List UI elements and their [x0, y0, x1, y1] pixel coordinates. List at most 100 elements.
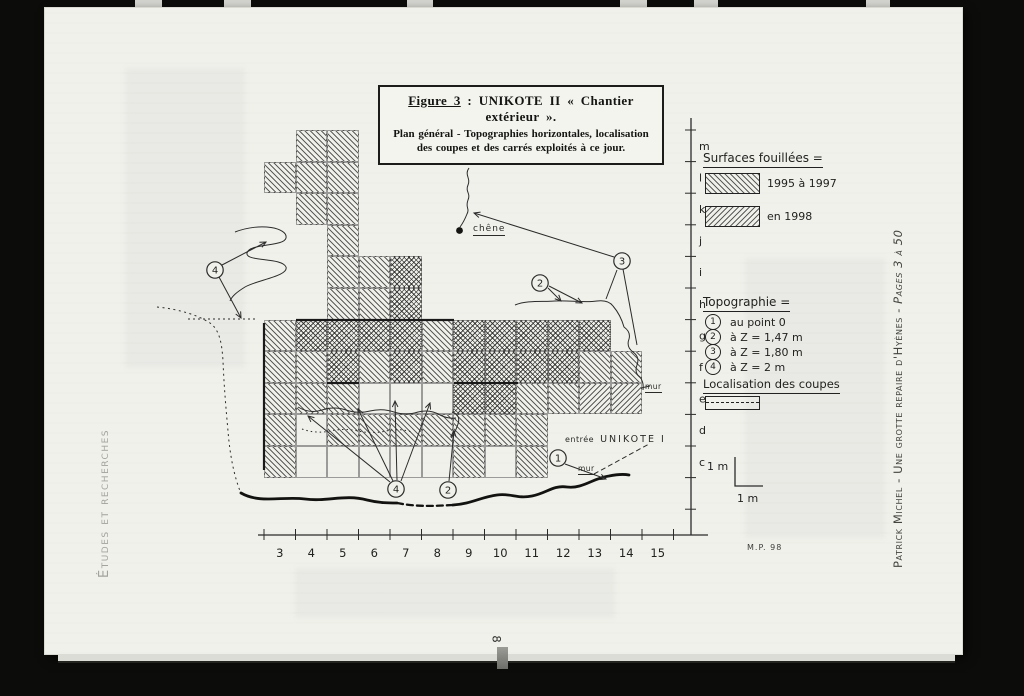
coupes-symbol [705, 396, 760, 410]
author-initials: M.P. 98 [747, 543, 783, 552]
grid-cell [327, 382, 359, 415]
grid-cell [453, 446, 485, 478]
figure-title-text: : UNIKOTE II « Chantier extérieur ». [460, 93, 634, 124]
grid-cell [390, 319, 422, 352]
grid-cell [453, 414, 485, 446]
binding-hole [224, 0, 251, 9]
document-page: Figure 3 : UNIKOTE II « Chantier extérie… [45, 8, 962, 654]
grid-cell [421, 319, 453, 352]
excavation-grid [45, 8, 962, 654]
grid-cell [295, 161, 327, 194]
legend-item-1995-1997: 1995 à 1997 [705, 173, 837, 194]
topo-circle-1: 1 [705, 314, 721, 330]
grid-cell [547, 319, 579, 352]
topo-circle-2: 2 [705, 329, 721, 345]
swatch-label: en 1998 [767, 210, 813, 223]
grid-cell [327, 224, 359, 257]
grid-cell [327, 130, 359, 162]
coupes-symbol-dash [706, 401, 759, 403]
grid-cell [358, 256, 390, 288]
grid-cell [295, 351, 327, 383]
grid-cell [295, 382, 327, 415]
grid-cell [358, 319, 390, 352]
grid-cell [295, 193, 327, 225]
grid-cell [264, 351, 296, 383]
grid-cell [516, 319, 548, 352]
page-number: 8 [489, 635, 504, 643]
binding-hole [620, 0, 647, 9]
grid-cell [295, 130, 327, 162]
grid-cell [358, 351, 390, 383]
grid-cell [390, 256, 422, 288]
grid-cell [516, 414, 548, 446]
grid-cell [327, 319, 359, 352]
grid-cell [547, 351, 579, 383]
grid-cell [327, 193, 359, 225]
grid-cell [484, 414, 516, 446]
oak-tree-label: chêne [473, 224, 506, 236]
binding-hole [407, 0, 433, 9]
book-title: Une grotte repaire d'Hyènes [891, 317, 905, 474]
grid-cell [264, 414, 296, 446]
unikote-text: UNIKOTE I [600, 434, 666, 445]
author-name: Patrick Michel - [891, 473, 905, 568]
grid-cell [264, 161, 296, 194]
grid-cell [327, 161, 359, 194]
figure-title: Figure 3 : UNIKOTE II « Chantier extérie… [384, 93, 658, 125]
grid-cell [390, 351, 422, 383]
legend-topo-title: Topographie = [703, 295, 791, 312]
entree-text: entrée [565, 435, 595, 444]
topo-circle-3: 3 [705, 344, 721, 360]
grid-cell [295, 446, 327, 478]
hatch-swatch-1995-1997 [705, 173, 760, 194]
figure-subtitle: Plan général - Topographies horizontales… [393, 128, 649, 155]
grid-cell [327, 351, 359, 383]
grid-cell [516, 446, 548, 478]
grid-cell [295, 414, 327, 446]
scale-label-horizontal: 1 m [737, 492, 759, 505]
grid-cell [610, 382, 642, 415]
grid-cell [484, 382, 516, 415]
book-reference-margin-text: Patrick Michel - Une grotte repaire d'Hy… [891, 198, 905, 569]
grid-cell [516, 382, 548, 415]
hatch-swatch-1998 [705, 206, 760, 227]
legend-coupes-title: Localisation des coupes [703, 377, 840, 394]
grid-cell [358, 446, 390, 478]
wall-label-upper: mur [645, 382, 662, 393]
figure-caption-box: Figure 3 : UNIKOTE II « Chantier extérie… [378, 85, 664, 165]
grid-cell [327, 288, 359, 320]
page-bottom-tab [497, 647, 508, 669]
grid-cell [327, 256, 359, 288]
legend-item-1998: en 1998 [705, 206, 812, 227]
grid-cell [264, 446, 296, 478]
grid-cell [358, 382, 390, 415]
binding-hole [866, 0, 890, 9]
grid-cell [390, 414, 422, 446]
topo-item-3: 3 à Z = 1,80 m [705, 344, 803, 360]
legend-surfaces-title: Surfaces fouillées = [703, 151, 823, 168]
grid-cell [484, 319, 516, 352]
grid-cell [421, 351, 453, 383]
binding-hole [694, 0, 718, 9]
topo-item-2: 2 à Z = 1,47 m [705, 329, 803, 345]
pages-range: - Pages 3 à 50 [891, 229, 905, 318]
entrance-label: entrée UNIKOTE I [565, 427, 666, 446]
grid-cell [358, 414, 390, 446]
figure-number-label: Figure 3 [408, 93, 461, 108]
grid-cell [516, 351, 548, 383]
grid-cell [421, 414, 453, 446]
site-plan: 3 4 5 6 7 8 9 10 11 12 13 14 15 m l k j i h g f e d c 4 2 3 1 4 2 chê… [45, 8, 962, 654]
grid-cell [453, 351, 485, 383]
topo-circle-4: 4 [705, 359, 721, 375]
grid-cell [484, 446, 516, 478]
binding-hole [135, 0, 162, 9]
swatch-label: 1995 à 1997 [767, 177, 837, 190]
grid-cell [421, 382, 453, 415]
topo-item-4: 4 à Z = 2 m [705, 359, 785, 375]
grid-cell [390, 446, 422, 478]
grid-cell [547, 382, 579, 415]
grid-cell [579, 351, 611, 383]
grid-cell [358, 288, 390, 320]
grid-cell [390, 382, 422, 415]
